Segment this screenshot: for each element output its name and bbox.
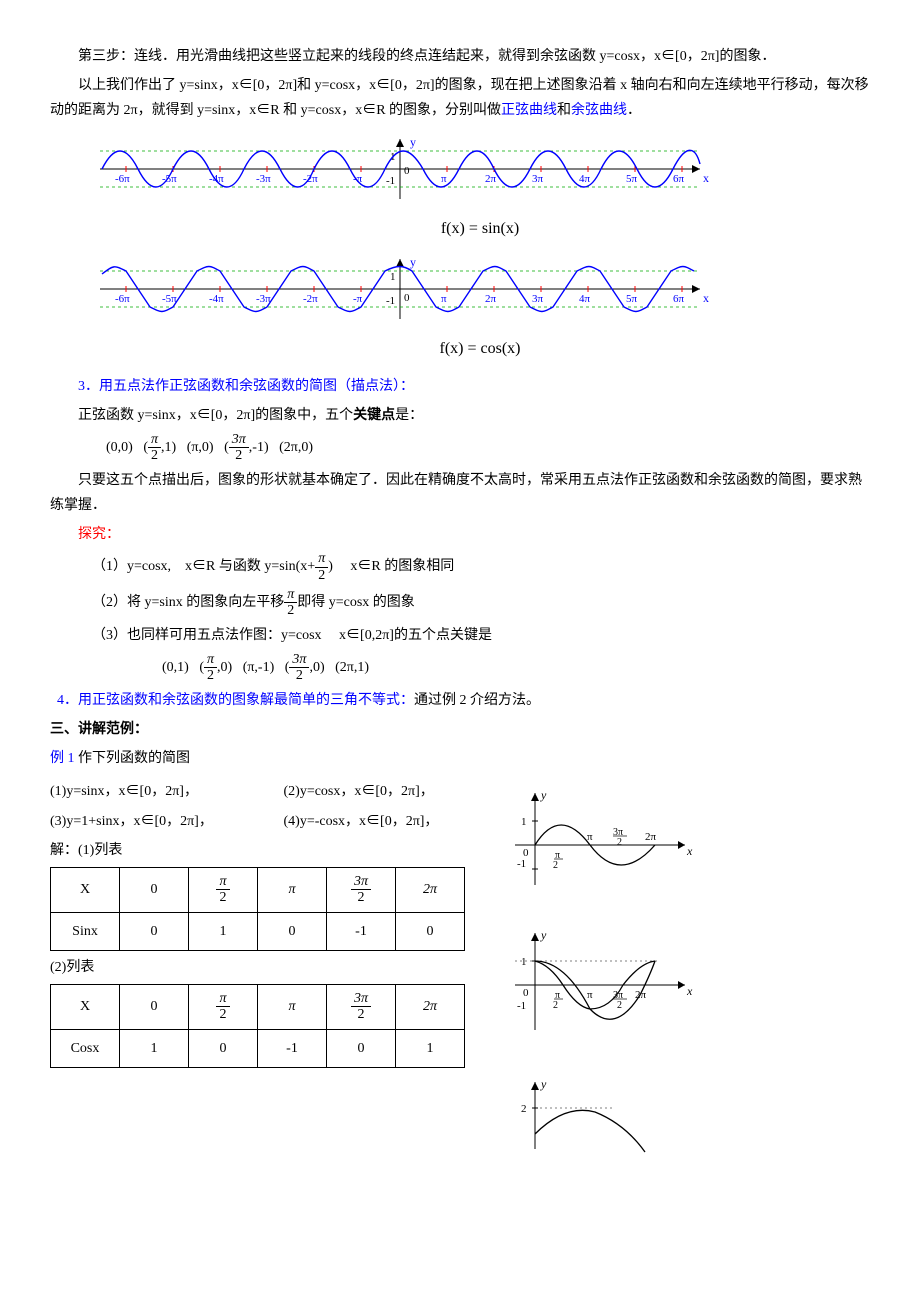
section-3-line2: 只要这五个点描出后，图象的形状就基本确定了．因此在精确度不太高时，常采用五点法作…: [50, 468, 870, 518]
sin-key-points: (0,0) (π2,1) (π,0) (3π2,-1) (2π,0): [106, 432, 870, 464]
para-step3: 第三步：连线．用光滑曲线把这些竖立起来的线段的终点连结起来，就得到余弦函数 y=…: [50, 44, 870, 69]
sketch-column: y x 0 1 -1 π2 π 3π2 2π y x 0 1 -1 π2 π: [495, 775, 870, 1183]
svg-text:x: x: [686, 984, 693, 998]
svg-text:3π: 3π: [532, 293, 544, 305]
explore-title: 探究：: [50, 522, 870, 547]
svg-text:x: x: [703, 291, 709, 305]
explore-2: （2）将 y=sinx 的图象向左平移π2即得 y=cosx 的图象: [92, 587, 870, 619]
cos-key-points: (0,1) (π2,0) (π,-1) (3π2,0) (2π,1): [162, 652, 870, 684]
svg-text:2π: 2π: [485, 173, 497, 185]
table-cosx: X 0 π2 π 3π2 2π Cosx 1 0 -1 0 1: [50, 984, 465, 1068]
svg-text:0: 0: [523, 987, 529, 999]
table-sinx: X 0 π2 π 3π2 2π Sinx 0 1 0 -1 0: [50, 867, 465, 951]
svg-text:x: x: [703, 171, 709, 185]
svg-text:π: π: [441, 293, 447, 305]
svg-text:-1: -1: [517, 1000, 526, 1012]
section-3-line1: 正弦函数 y=sinx，x∈[0，2π]的图象中，五个关键点是：: [50, 403, 870, 428]
svg-text:5π: 5π: [626, 173, 638, 185]
svg-text:2: 2: [553, 1000, 558, 1011]
svg-text:2π: 2π: [645, 831, 657, 843]
svg-text:4π: 4π: [579, 173, 591, 185]
svg-text:y: y: [410, 255, 416, 269]
cosine-fn-label: f(x) = cos(x): [90, 335, 870, 364]
svg-text:x: x: [686, 844, 693, 858]
svg-text:2: 2: [617, 1000, 622, 1011]
svg-text:π: π: [587, 989, 593, 1001]
cosine-curve-graph: y x 1 0 -1 -6π-5π-4π -3π-2π-π π2π3π 4π5π…: [90, 254, 870, 364]
svg-text:y: y: [540, 1077, 547, 1091]
svg-text:y: y: [540, 928, 547, 942]
section-4: 4．用正弦函数和余弦函数的图象解最简单的三角不等式：通过例 2 介绍方法。: [50, 688, 870, 713]
sketch-cosx: y x 0 1 -1 π2 π 3π2 2π: [495, 925, 695, 1045]
svg-text:π: π: [587, 831, 593, 843]
svg-text:-1: -1: [386, 175, 395, 187]
svg-text:-3π: -3π: [256, 173, 271, 185]
svg-text:y: y: [410, 135, 416, 149]
solution-label: 解：(1)列表: [50, 838, 465, 863]
svg-text:-6π: -6π: [115, 293, 130, 305]
svg-text:4π: 4π: [579, 293, 591, 305]
svg-text:y: y: [540, 788, 547, 802]
sketch-sinx: y x 0 1 -1 π2 π 3π2 2π: [495, 785, 695, 895]
svg-text:6π: 6π: [673, 173, 685, 185]
svg-text:3π: 3π: [532, 173, 544, 185]
svg-text:1: 1: [521, 956, 527, 968]
svg-text:0: 0: [404, 165, 410, 177]
example-left-column: (1)y=sinx，x∈[0，2π]， (2)y=cosx，x∈[0，2π]， …: [50, 775, 465, 1072]
svg-text:-π: -π: [353, 173, 363, 185]
svg-text:1: 1: [390, 271, 396, 283]
table2-label: (2)列表: [50, 955, 465, 980]
sine-fn-label: f(x) = sin(x): [90, 215, 870, 244]
part3-title: 三、讲解范例：: [50, 717, 870, 742]
svg-text:-π: -π: [353, 293, 363, 305]
svg-text:2π: 2π: [485, 293, 497, 305]
sine-curve-graph: y x 1 0 -1 -6π-5π-4π -3π-2π-π π2π3π 4π5π…: [90, 134, 870, 244]
svg-text:5π: 5π: [626, 293, 638, 305]
svg-text:-2π: -2π: [303, 293, 318, 305]
svg-text:1: 1: [521, 816, 527, 828]
svg-text:π: π: [441, 173, 447, 185]
section-3-title: 3．用五点法作正弦函数和余弦函数的简图（描点法）：: [50, 374, 870, 399]
svg-text:-4π: -4π: [209, 293, 224, 305]
svg-text:-6π: -6π: [115, 173, 130, 185]
sketch-1plus-sinx: y 2: [495, 1074, 695, 1154]
para-translate: 以上我们作出了 y=sinx，x∈[0，2π]和 y=cosx，x∈[0，2π]…: [50, 73, 870, 123]
svg-text:2: 2: [553, 860, 558, 871]
svg-text:-1: -1: [517, 858, 526, 870]
svg-text:6π: 6π: [673, 293, 685, 305]
svg-text:2: 2: [521, 1103, 527, 1115]
explore-1: （1）y=cosx, x∈R 与函数 y=sin(x+π2) x∈R 的图象相同: [92, 551, 870, 583]
svg-text:-4π: -4π: [209, 173, 224, 185]
svg-text:-1: -1: [386, 295, 395, 307]
explore-3: （3）也同样可用五点法作图：y=cosx x∈[0,2π]的五个点关键是: [92, 623, 870, 648]
example-1: 例 1 作下列函数的简图: [50, 746, 870, 771]
svg-text:2: 2: [617, 837, 622, 848]
svg-text:0: 0: [404, 292, 410, 304]
